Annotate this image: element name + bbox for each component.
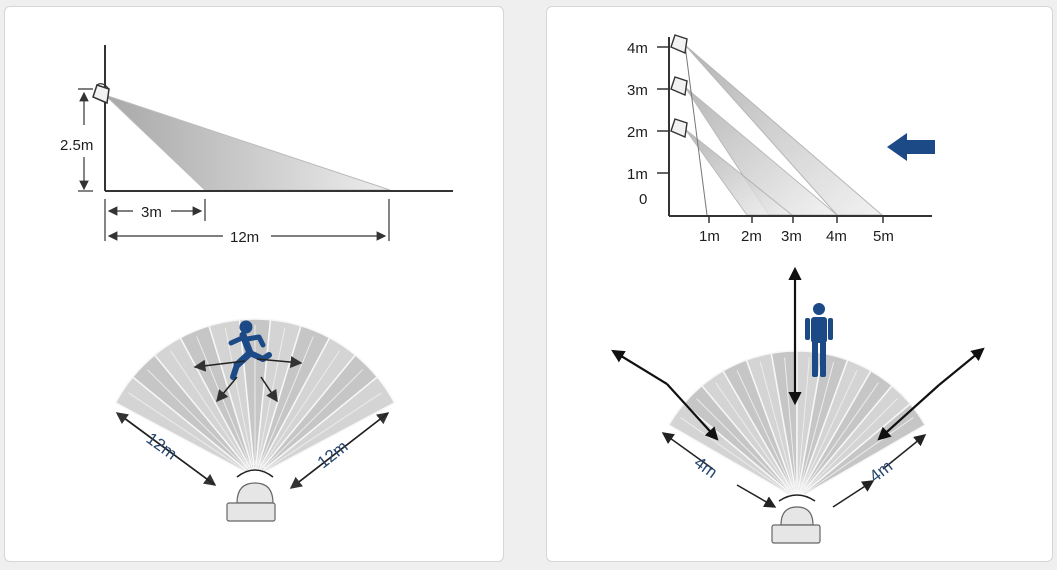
fan-segment [802, 402, 927, 496]
detection-beam [104, 94, 391, 191]
fan-ray [784, 357, 797, 488]
fan-ray [801, 370, 858, 489]
approach-arrow-left [611, 349, 668, 385]
sensor-housing-icon [771, 506, 821, 544]
sensor-icon-2m [670, 118, 688, 139]
motion-arrows [193, 356, 303, 403]
fan-ray [805, 398, 898, 491]
sensor-icon-3m [670, 76, 688, 97]
far-distance-label: 12m [230, 229, 259, 246]
arrow-left-icon [887, 133, 935, 161]
x-tick-5m: 5m [873, 228, 894, 245]
sensor-housing-icon [226, 482, 276, 522]
fan-ray [261, 350, 341, 468]
fan-ray [680, 417, 788, 493]
top-view: 12m 12m [114, 318, 396, 522]
fan-ray [696, 398, 789, 491]
fan-ray [264, 392, 382, 471]
right-range-label: 4m [866, 457, 896, 487]
fan-ray [128, 392, 246, 471]
detection-fan [667, 350, 927, 496]
fan-ray [169, 350, 249, 468]
approach-arrow-right [938, 347, 985, 386]
height-label: 2.5m [60, 137, 93, 154]
y-tick-4m: 4m [627, 40, 648, 57]
right-panel: 4m 3m 2m 1m 0 1m 2m 3m 4m 5m [546, 6, 1053, 562]
fan-ray [736, 370, 793, 489]
fan-ray [797, 357, 810, 488]
sensor-icon [92, 83, 110, 105]
fan-ray [799, 361, 835, 488]
fan-ray [224, 327, 254, 466]
right-diagram: 4m 3m 2m 1m 0 1m 2m 3m 4m 5m [611, 34, 985, 544]
x-tick-4m: 4m [826, 228, 847, 245]
fan-ray [806, 417, 914, 493]
side-view: 2.5m 3m 12m [60, 45, 453, 246]
x-tick-1m: 1m [699, 228, 720, 245]
fan-ray [146, 369, 247, 469]
fan-ray [715, 382, 791, 490]
sensor-icon-4m [670, 34, 688, 55]
fan-ray [263, 369, 364, 469]
y-tick-3m: 3m [627, 82, 648, 99]
near-distance-label: 3m [141, 204, 162, 221]
x-tick-3m: 3m [781, 228, 802, 245]
y-tick-2m: 2m [627, 124, 648, 141]
left-diagram: 2.5m 3m 12m 12m 12m [60, 45, 453, 522]
fan-ray [803, 382, 879, 490]
y-tick-1m: 1m [627, 166, 648, 183]
x-tick-2m: 2m [741, 228, 762, 245]
top-view: 4m 4m [611, 266, 985, 544]
side-view: 4m 3m 2m 1m 0 1m 2m 3m 4m 5m [627, 34, 935, 245]
left-panel: 2.5m 3m 12m 12m 12m [4, 6, 504, 562]
fan-ray [759, 361, 795, 488]
fan-ray [259, 336, 314, 467]
standing-person-icon [805, 303, 833, 377]
y-tick-0: 0 [639, 191, 647, 208]
fan-segment [260, 375, 396, 475]
left-range-label: 4m [691, 453, 721, 482]
